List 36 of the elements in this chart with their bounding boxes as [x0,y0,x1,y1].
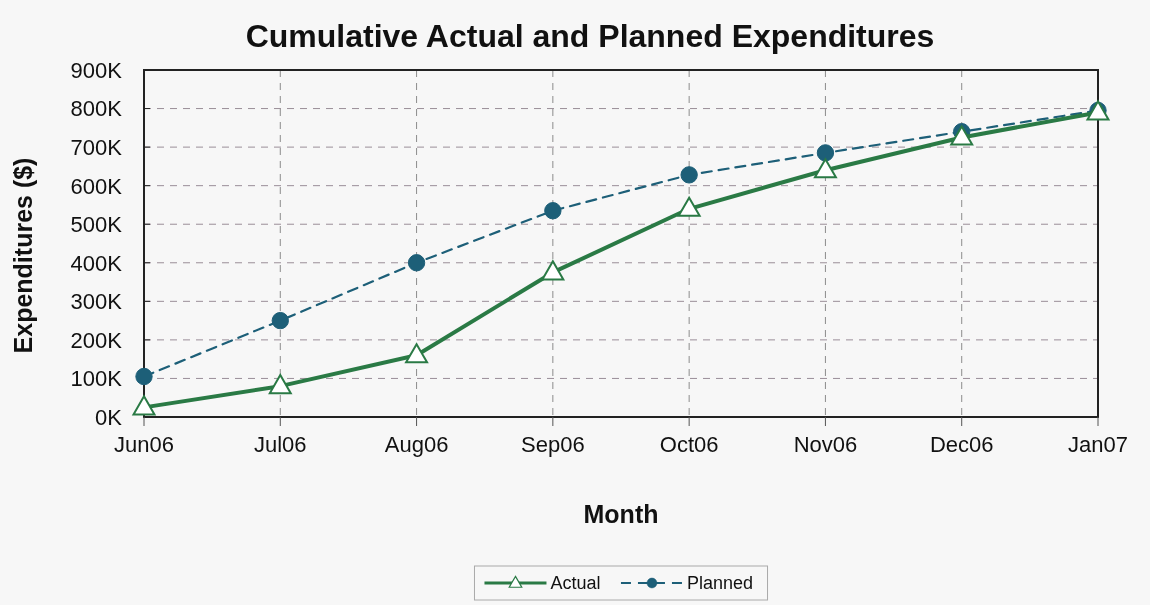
chart-title: Cumulative Actual and Planned Expenditures [245,18,935,54]
point [813,158,837,179]
point [405,343,429,364]
x-tick-label: Jan07 [1068,432,1128,457]
y-tick-label: 500K [70,212,123,238]
point [135,367,153,386]
y-axis-title: Expenditures ($) [9,157,37,354]
x-axis-title: Month [583,500,659,528]
point [268,374,292,395]
y-tick-label: 300K [70,289,123,315]
y-tick-label: 100K [70,366,123,392]
x-tick-label: Jun06 [114,432,174,457]
point [544,202,562,220]
y-tick-label: 800K [70,96,123,122]
y-tick-label: 0K [95,404,123,430]
y-tick-label: 200K [70,327,123,353]
y-tick-label: 400K [70,250,123,276]
point [407,254,426,272]
y-tick-label: 700K [70,135,123,161]
point [816,144,835,162]
legend-label: Planned [686,573,754,594]
x-tick-label: Jul06 [253,432,307,457]
x-tick-label: Oct06 [659,432,719,457]
x-tick-label: Aug06 [384,432,449,457]
point [132,395,156,416]
y-tick-label: 900K [70,57,123,83]
x-tick-label: Dec06 [929,432,994,457]
point [950,125,974,146]
legend-label: Actual [550,573,601,594]
point [271,311,289,330]
point [541,260,565,281]
point [677,196,701,217]
x-tick-label: Nov06 [793,432,858,457]
point [680,166,698,184]
y-tick-label: 600K [70,173,123,199]
x-tick-label: Sep06 [521,432,585,457]
